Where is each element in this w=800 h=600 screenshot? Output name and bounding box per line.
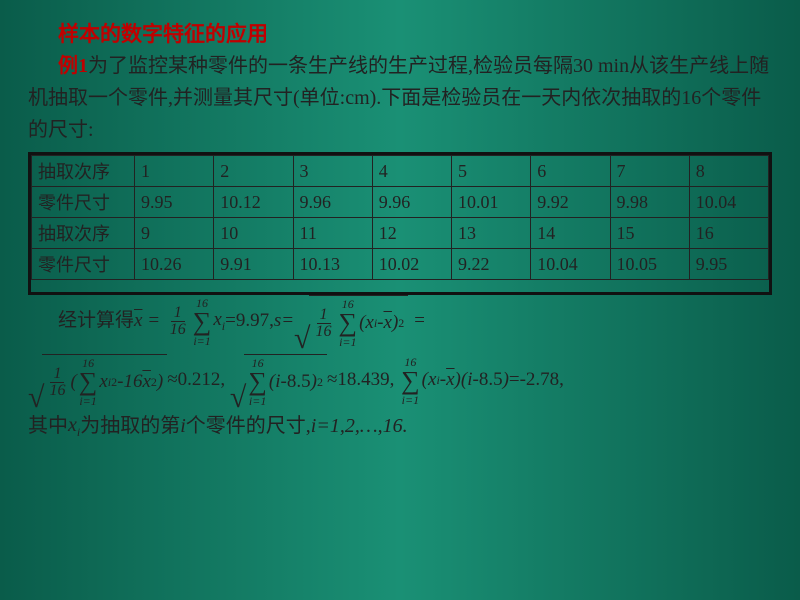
table-cell: 7	[610, 156, 689, 187]
frac-num: 1	[171, 305, 185, 322]
frac-den: 16	[167, 322, 189, 338]
table-cell: 2	[214, 156, 293, 187]
math-line-1: 经计算得 x = 1 16 16 ∑ i=1 xi =9.97, s= √ 1 …	[58, 295, 772, 348]
xbar-value: =9.97,	[225, 310, 274, 333]
radical: √ 1 16 ( 16 ∑ i=1 xi2 -16x2)	[28, 354, 167, 407]
table-cell: 5	[452, 156, 531, 187]
table-cell: 11	[293, 218, 372, 249]
table-cell: 9	[135, 218, 214, 249]
mean-prefix: 经计算得	[58, 310, 134, 333]
footer-pre: 其中	[28, 414, 68, 438]
footer-post: 个零件的尺寸,	[186, 414, 311, 438]
sigma: 16 ∑ i=1	[193, 297, 212, 347]
const-8-5: 8.5	[479, 369, 503, 392]
eq-3: =-2.78,	[509, 369, 564, 392]
table-cell: 13	[452, 218, 531, 249]
example-label: 例1	[58, 55, 88, 77]
math-footer: 其中 xi 为抽取的第 i 个零件的尺寸, i=1,2,…,16.	[28, 413, 772, 439]
table-cell: 10.02	[372, 249, 451, 280]
approx-1: ≈0.212,	[167, 369, 225, 392]
table-cell: 10.05	[610, 249, 689, 280]
table-cell: 10	[214, 218, 293, 249]
table-cell: 3	[293, 156, 372, 187]
table-cell: 10.04	[531, 249, 610, 280]
frac-den: 16	[46, 383, 68, 399]
section-title: 样本的数字特征的应用	[58, 18, 772, 48]
math-block: 经计算得 x = 1 16 16 ∑ i=1 xi =9.97, s= √ 1 …	[28, 295, 772, 439]
footer-mid: 为抽取的第	[80, 414, 180, 438]
frac-num: 1	[317, 307, 331, 324]
example-intro: 例1为了监控某种零件的一条生产线的生产过程,检验员每隔30 min从该生产线上随…	[28, 50, 772, 146]
table-cell: 9.95	[135, 187, 214, 218]
fraction: 1 16	[167, 305, 189, 338]
sum-lower: i=1	[193, 335, 210, 347]
table-cell: 9.96	[372, 187, 451, 218]
table-cell: 14	[531, 218, 610, 249]
math-line-2: √ 1 16 ( 16 ∑ i=1 xi2 -16x2) ≈0.212, √	[28, 354, 772, 407]
sixteen: 16	[123, 371, 142, 394]
sum-lower: i=1	[402, 394, 419, 406]
intro-text: 为了监控某种零件的一条生产线的生产过程,检验员每隔30 min从该生产线上随机抽…	[28, 55, 769, 141]
table-cell: 15	[610, 218, 689, 249]
table-cell: 4	[372, 156, 451, 187]
radical: √ 1 16 16 ∑ i=1 (xi - x)2	[294, 295, 408, 348]
s-label: s=	[274, 310, 294, 333]
table-cell: 10.13	[293, 249, 372, 280]
radical: √ 16 ∑ i=1 (i-8.5)2	[230, 354, 327, 407]
table-cell: 6	[531, 156, 610, 187]
row-label: 抽取次序	[32, 156, 135, 187]
table-cell: 12	[372, 218, 451, 249]
approx-2: ≈18.439,	[327, 369, 394, 392]
data-table-wrapper: 抽取次序 1 2 3 4 5 6 7 8 零件尺寸 9.95 10.12 9.9…	[28, 152, 772, 295]
row-label: 零件尺寸	[32, 187, 135, 218]
const-8-5: 8.5	[287, 371, 311, 394]
table-cell: 10.04	[689, 187, 768, 218]
table-cell: 10.12	[214, 187, 293, 218]
table-cell: 10.01	[452, 187, 531, 218]
sum-lower: i=1	[79, 395, 96, 407]
frac-num: 1	[50, 366, 64, 383]
sum-lower: i=1	[339, 336, 356, 348]
table-cell: 9.95	[689, 249, 768, 280]
table-row: 零件尺寸 10.26 9.91 10.13 10.02 9.22 10.04 1…	[32, 249, 769, 280]
data-table: 抽取次序 1 2 3 4 5 6 7 8 零件尺寸 9.95 10.12 9.9…	[31, 155, 769, 280]
table-cell: 9.22	[452, 249, 531, 280]
table-row: 抽取次序 9 10 11 12 13 14 15 16	[32, 218, 769, 249]
table-row: 抽取次序 1 2 3 4 5 6 7 8	[32, 156, 769, 187]
row-label: 抽取次序	[32, 218, 135, 249]
footer-range: i=1,2,…,16.	[311, 414, 408, 438]
table-cell: 10.26	[135, 249, 214, 280]
table-cell: 9.92	[531, 187, 610, 218]
table-cell: 16	[689, 218, 768, 249]
table-cell: 9.98	[610, 187, 689, 218]
table-row: 零件尺寸 9.95 10.12 9.96 9.96 10.01 9.92 9.9…	[32, 187, 769, 218]
table-cell: 1	[135, 156, 214, 187]
table-cell: 9.96	[293, 187, 372, 218]
row-label: 零件尺寸	[32, 249, 135, 280]
table-cell: 9.91	[214, 249, 293, 280]
sum-lower: i=1	[249, 395, 266, 407]
table-cell: 8	[689, 156, 768, 187]
frac-den: 16	[313, 324, 335, 340]
